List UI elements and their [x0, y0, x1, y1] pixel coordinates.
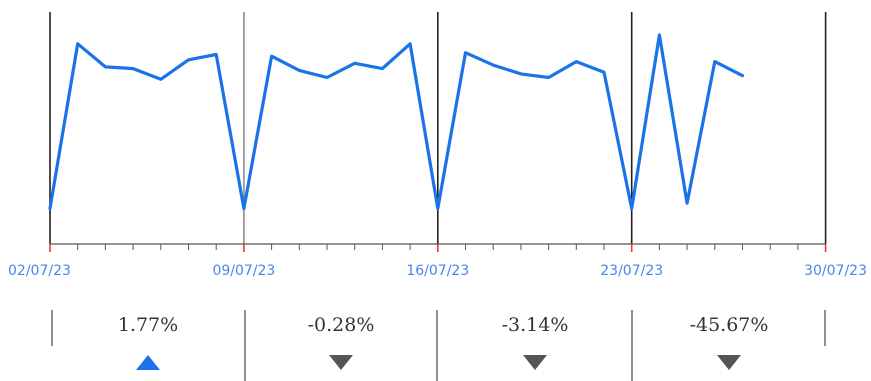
x-tick-label: 02/07/23 — [8, 263, 71, 279]
weekly-change-value: -3.14% — [501, 314, 569, 336]
weekly-change-value: -45.67% — [689, 314, 769, 336]
down-arrow-icon — [717, 355, 741, 370]
series-line — [48, 33, 745, 211]
x-axis-tick-labels: 02/07/23 09/07/23 16/07/23 23/07/23 30/07/23 — [8, 263, 867, 279]
x-tick-label: 30/07/23 — [804, 263, 867, 279]
weekly-change-value: 1.77% — [117, 314, 179, 336]
x-tick-label: 16/07/23 — [406, 263, 469, 279]
up-arrow-icon — [136, 355, 160, 370]
down-arrow-icon — [329, 355, 353, 370]
weekly-change-value: -0.28% — [307, 314, 375, 336]
series-group — [48, 33, 745, 211]
x-axis-ticks — [49, 244, 827, 252]
change-arrows — [136, 355, 741, 370]
summary-dividers — [51, 310, 826, 381]
down-arrow-icon — [523, 355, 547, 370]
x-tick-label: 09/07/23 — [212, 263, 275, 279]
x-tick-label: 23/07/23 — [600, 263, 663, 279]
